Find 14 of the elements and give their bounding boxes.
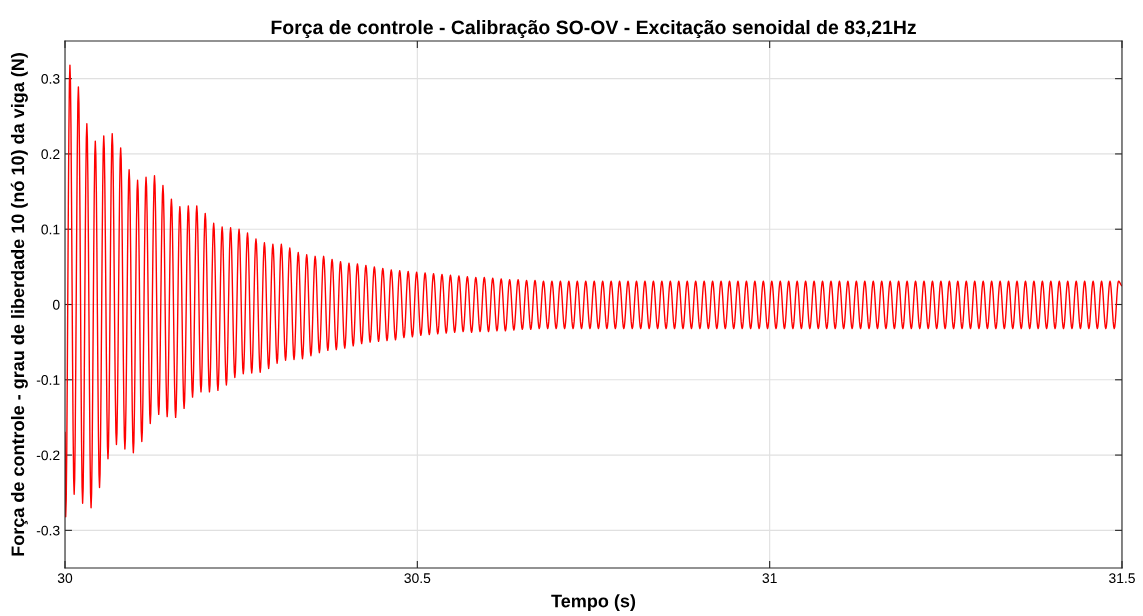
x-tick-label: 31.5 xyxy=(1109,573,1135,584)
x-tick-label: 31 xyxy=(762,573,777,584)
x-tick-label: 30 xyxy=(57,573,73,584)
y-tick-label: -0.2 xyxy=(36,450,60,461)
y-axis-title: Força de controle - grau de liberdade 10 (nó 10) da viga (N) xyxy=(10,53,28,556)
y-tick-label: 0.3 xyxy=(41,73,60,84)
y-tick-label: -0.3 xyxy=(36,525,60,536)
y-tick-label: 0 xyxy=(52,299,60,310)
y-tick-label: 0.1 xyxy=(41,224,60,235)
y-tick-label: 0.2 xyxy=(41,149,60,160)
y-tick-label: -0.1 xyxy=(36,375,60,385)
chart-title: Força de controle - Calibração SO-OV - Excitação senoidal de 83,21Hz xyxy=(271,19,916,39)
x-axis-title: Tempo (s) xyxy=(551,594,636,611)
x-tick-label: 30.5 xyxy=(404,573,431,584)
